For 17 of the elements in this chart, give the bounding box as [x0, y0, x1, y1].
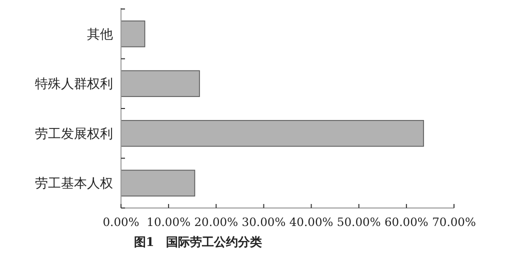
bar	[120, 170, 196, 196]
bar	[120, 120, 424, 147]
y-tick-label: 特殊人群权利	[35, 77, 113, 92]
y-tick-label: 劳工基本人权	[35, 176, 113, 192]
x-tick-label: 20.00%	[194, 215, 238, 229]
text: 图1 国际劳工公约分类	[134, 235, 262, 249]
bar	[120, 20, 146, 48]
y-tick-label: 劳工发展权利	[35, 126, 113, 142]
x-tick-label: 50.00%	[336, 215, 381, 229]
x-tick-label: 60.00%	[384, 215, 428, 229]
x-tick-label: 30.00%	[242, 215, 286, 229]
x-tick-label: 70.00%	[432, 215, 476, 229]
x-tick-label: 10.00%	[146, 215, 191, 229]
x-tick-label: 0.00%	[102, 215, 140, 229]
bar	[120, 70, 200, 97]
y-tick-label: 其他	[87, 27, 113, 42]
x-tick-label: 40.00%	[289, 215, 334, 229]
